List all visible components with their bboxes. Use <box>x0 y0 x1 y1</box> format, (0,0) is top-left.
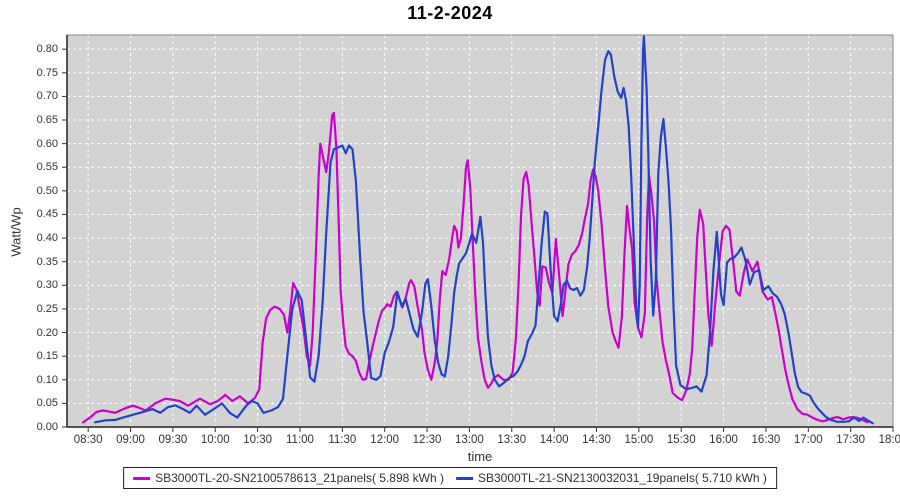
y-tick-label: 0.15 <box>36 350 58 363</box>
legend: SB3000TL-20-SN2100578613_21panels( 5.898… <box>123 467 777 489</box>
y-tick-label: 0.30 <box>36 279 58 292</box>
legend-label: SB3000TL-20-SN2100578613_21panels( 5.898… <box>155 471 444 485</box>
x-tick-label: 17:00 <box>793 434 823 446</box>
plot-background <box>67 35 893 427</box>
y-tick-label: 0.00 <box>36 421 58 433</box>
x-tick-label: 12:30 <box>412 434 442 446</box>
x-tick-label: 08:30 <box>73 434 103 446</box>
y-tick-label: 0.35 <box>36 255 58 268</box>
series-1-swatch <box>456 476 473 480</box>
x-tick-label: 14:00 <box>539 434 569 446</box>
y-tick-label: 0.60 <box>36 137 58 150</box>
series-line-1 <box>93 35 874 425</box>
x-axis-label: time <box>467 449 493 464</box>
y-tick-label: 0.45 <box>36 208 58 221</box>
y-tick-label: 0.50 <box>36 184 58 197</box>
y-tick-label: 0.55 <box>36 161 58 174</box>
x-tick-label: 09:00 <box>116 434 145 446</box>
y-tick-label: 0.75 <box>36 66 58 79</box>
x-tick-label: 10:30 <box>243 434 272 446</box>
y-tick-label: 0.65 <box>36 114 58 126</box>
y-tick-label: 0.05 <box>36 397 58 410</box>
y-tick-label: 0.80 <box>36 43 58 56</box>
x-tick-label: 13:30 <box>497 434 527 446</box>
legend-label: SB3000TL-21-SN2130032031_19panels( 5.710… <box>478 471 767 485</box>
x-tick-label: 15:00 <box>624 434 654 446</box>
y-tick-label: 0.25 <box>36 302 58 315</box>
series-0-swatch <box>133 476 151 480</box>
x-tick-label: 09:30 <box>158 434 188 446</box>
x-tick-label: 10:00 <box>200 434 230 446</box>
x-tick-label: 16:00 <box>709 434 738 446</box>
y-tick-label: 0.40 <box>36 232 58 245</box>
chart-title: 11-2-2024 <box>407 3 493 23</box>
y-tick-label: 0.20 <box>36 326 58 339</box>
x-tick-label: 18:00 <box>878 434 900 446</box>
x-tick-label: 15:30 <box>666 434 696 446</box>
x-tick-label: 13:00 <box>455 434 484 446</box>
x-tick-label: 12:00 <box>370 434 400 446</box>
x-tick-label: 17:30 <box>836 434 866 446</box>
legend-item-inverter-20: SB3000TL-20-SN2100578613_21panels( 5.898… <box>133 471 444 485</box>
x-tick-label: 16:30 <box>751 434 781 446</box>
x-tick-label: 14:30 <box>582 434 611 446</box>
y-tick-label: 0.70 <box>36 90 58 103</box>
x-tick-label: 11:00 <box>286 434 314 446</box>
x-tick-label: 11:30 <box>328 434 357 446</box>
y-tick-label: 0.10 <box>36 373 58 386</box>
legend-item-inverter-21: SB3000TL-21-SN2130032031_19panels( 5.710… <box>456 471 767 485</box>
